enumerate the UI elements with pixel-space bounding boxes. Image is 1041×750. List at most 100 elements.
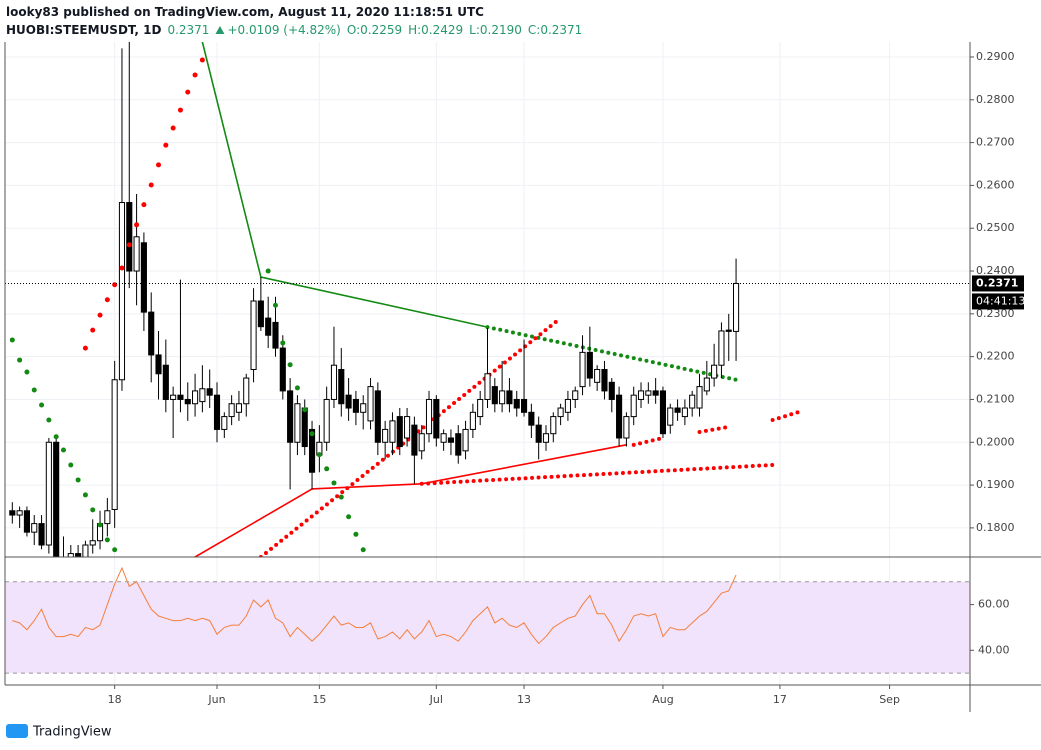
publisher: looky83 published on TradingView.com, Au… [6, 5, 484, 19]
sar-dot [68, 462, 74, 468]
candle-body [733, 282, 740, 332]
sar-dot [46, 417, 52, 423]
candle-body [155, 354, 162, 375]
dotted-trend-line [258, 316, 563, 557]
logo-icon [6, 724, 28, 738]
candle-body [681, 407, 688, 418]
y-tick-label: 0.2000 [976, 435, 1015, 448]
candle-body [265, 317, 272, 336]
sar-dot [97, 522, 103, 528]
candle-body [725, 329, 732, 332]
candle-body [301, 407, 308, 448]
candle-body [411, 424, 418, 456]
candle-body [689, 394, 696, 409]
candle-body [550, 416, 557, 435]
sar-dot [104, 297, 110, 303]
sar-dot [170, 125, 176, 131]
candle-body [148, 311, 155, 356]
candle-body [579, 351, 586, 388]
candle-body [45, 441, 52, 546]
last-price-label: 0.2371 [976, 276, 1018, 289]
candle-body [645, 390, 652, 396]
candle-body [67, 553, 74, 557]
x-tick-label: 17 [773, 693, 787, 706]
candle-body [433, 398, 440, 439]
candle-body [513, 398, 520, 409]
countdown-label: 04:41:13 [976, 294, 1025, 307]
dotted-trend-line [697, 424, 731, 434]
candle-body [564, 398, 571, 413]
sar-dot [104, 537, 110, 543]
candle-body [243, 377, 250, 405]
trend-line [194, 444, 628, 557]
candle-body [374, 390, 381, 443]
y-tick-label: 0.1800 [976, 521, 1015, 534]
candle-body [228, 403, 235, 418]
x-tick-label: Jul [429, 693, 443, 706]
candle-body [89, 540, 96, 546]
candle-body [9, 510, 16, 516]
sar-dot [294, 385, 300, 391]
candle-body [16, 510, 23, 516]
candle-body [360, 403, 367, 413]
sar-dot [353, 531, 359, 537]
sar-dot [75, 477, 81, 483]
candle-body [616, 394, 623, 439]
y-tick-label: 0.1900 [976, 478, 1015, 491]
rsi-pane [5, 566, 970, 674]
sar-dot [280, 340, 286, 346]
open: O:0.2259 [347, 23, 402, 37]
change: +0.0109 (+4.82%) [227, 23, 340, 37]
candle-body [608, 381, 615, 400]
x-tick-label: 15 [312, 693, 326, 706]
sar-dot [17, 357, 23, 363]
candle-body [499, 390, 506, 405]
candle-body [382, 428, 389, 443]
sar-dot [53, 434, 59, 440]
candle-body [330, 364, 338, 400]
sar-dot [185, 89, 191, 95]
sar-dot [346, 514, 352, 520]
candle-body [659, 390, 667, 435]
candle-body [418, 433, 425, 452]
candle-body [221, 416, 228, 430]
candle-body [184, 398, 191, 405]
candle-body [491, 386, 498, 405]
candle-body [389, 420, 396, 443]
y-tick-label: 0.2900 [976, 50, 1015, 63]
last-price-box [972, 275, 1024, 292]
candle-body [396, 416, 403, 448]
candle-body [667, 407, 674, 426]
sar-dot [9, 337, 15, 343]
rsi-line [12, 566, 737, 645]
sar-dot [177, 107, 183, 113]
sar-dot [141, 202, 147, 208]
candle-body [477, 398, 484, 418]
y-tick-label: 0.2700 [976, 136, 1015, 149]
candle-body [31, 523, 38, 533]
candle-body [352, 398, 359, 413]
low: L:0.2190 [469, 23, 522, 37]
candle-body [118, 202, 126, 381]
candle-body [594, 368, 601, 383]
sar-dot [265, 268, 271, 274]
dotted-trend-line [419, 462, 775, 486]
sar-dot [302, 407, 308, 413]
up-arrow [215, 26, 225, 34]
x-tick-label: Aug [652, 693, 673, 706]
y-tick-label: 0.2800 [976, 93, 1015, 106]
sar-dot [272, 302, 278, 308]
grid [5, 42, 970, 685]
symbol-line: HUOBI:STEEMUSDT, 1D 0.2371 +0.0109 (+4.82%… [6, 23, 582, 37]
sar-dot [324, 466, 330, 472]
sar-dot [287, 362, 293, 368]
dotted-trend-line [631, 435, 665, 447]
sar-dot [90, 507, 96, 513]
candle-body [572, 390, 579, 400]
candle-body [287, 390, 294, 443]
sar-dot [148, 182, 154, 188]
sar-dot [134, 222, 140, 228]
candle-body [404, 416, 411, 439]
price: 0.2371 [167, 23, 209, 37]
countdown-box [972, 293, 1024, 310]
